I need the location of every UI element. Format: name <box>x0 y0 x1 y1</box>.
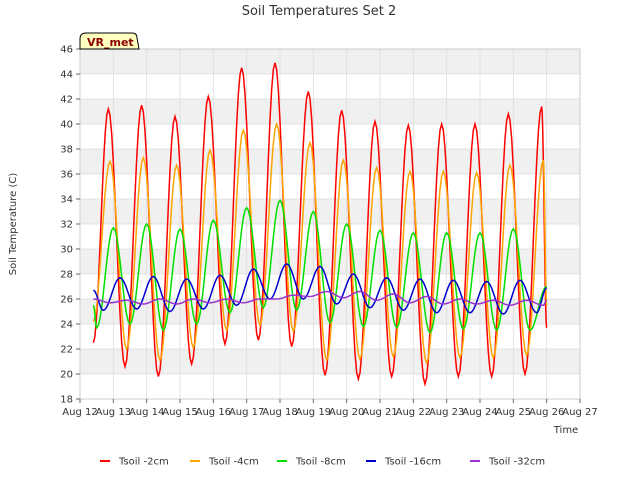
y-tick-label: 22 <box>60 345 73 356</box>
y-tick-label: 40 <box>60 120 73 131</box>
legend-label: Tsoil -32cm <box>488 457 545 468</box>
series-line-tsoilm16cm <box>92 263 548 315</box>
series-line-tsoilm8cm <box>92 198 548 335</box>
series-line-tsoilm2cm <box>92 62 548 387</box>
legend-label: Tsoil -2cm <box>118 457 169 468</box>
y-tick-label: 42 <box>60 95 73 106</box>
y-tick-label: 28 <box>60 270 73 281</box>
vr-met-badge-label: VR_met <box>87 36 134 49</box>
legend-label: Tsoil -16cm <box>384 457 441 468</box>
y-tick-label: 18 <box>60 395 73 406</box>
plot-band <box>80 49 580 74</box>
x-tick-label: Aug 20 <box>329 407 364 418</box>
x-tick-label: Aug 27 <box>562 407 597 418</box>
plot-band <box>80 74 580 99</box>
x-tick-label: Aug 26 <box>529 407 564 418</box>
plot-band <box>80 99 580 124</box>
legend: Tsoil -2cm Tsoil -4cm Tsoil -8cm Tsoil -16c… <box>100 457 545 468</box>
plot-band <box>80 274 580 299</box>
vr-met-badge-box <box>79 32 140 50</box>
y-tick-label: 32 <box>60 220 73 231</box>
plot-band <box>80 349 580 374</box>
plot-band <box>80 249 580 274</box>
x-tick-label: Aug 17 <box>229 407 264 418</box>
y-tick-label: 34 <box>60 195 73 206</box>
x-tick-label: Aug 12 <box>62 407 97 418</box>
series-line-tsoilm4cm <box>92 121 548 365</box>
y-tick-label: 26 <box>60 295 73 306</box>
x-tick-label: Aug 22 <box>396 407 431 418</box>
x-tick-label: Aug 21 <box>362 407 397 418</box>
x-tick-label: Aug 24 <box>462 407 497 418</box>
y-axis-label: Soil Temperature (C) <box>8 173 19 276</box>
x-tick-label: Aug 15 <box>162 407 197 418</box>
series-lines <box>92 62 548 387</box>
x-tick-label: Aug 23 <box>429 407 464 418</box>
plot-band <box>80 374 580 399</box>
plot-band <box>80 199 580 224</box>
y-tick-label: 30 <box>60 245 73 256</box>
x-tick-label: Aug 13 <box>96 407 131 418</box>
x-tick-label: Aug 18 <box>262 407 297 418</box>
y-tick-label: 44 <box>60 70 73 81</box>
plot-band <box>80 124 580 149</box>
y-tick-label: 24 <box>60 320 73 331</box>
plot-band <box>80 174 580 199</box>
plot-band <box>80 224 580 249</box>
y-tick-label: 38 <box>60 145 73 156</box>
x-tick-label: Aug 14 <box>129 407 164 418</box>
y-tick-label: 46 <box>60 45 73 56</box>
x-axis-label: Time <box>553 425 578 436</box>
x-tick-label: Aug 16 <box>196 407 231 418</box>
chart-title: Soil Temperatures Set 2 <box>242 4 397 19</box>
legend-label: Tsoil -4cm <box>208 457 259 468</box>
legend-label: Tsoil -8cm <box>295 457 346 468</box>
y-tick-label: 36 <box>60 170 73 181</box>
y-axis-ticks: 18 20 22 24 26 28 30 32 34 36 38 40 42 44 46 <box>60 45 80 406</box>
plot-band <box>80 149 580 174</box>
x-tick-label: Aug 25 <box>496 407 531 418</box>
series-line-tsoilm32cm <box>93 290 547 307</box>
y-tick-label: 20 <box>60 370 73 381</box>
x-tick-label: Aug 19 <box>296 407 331 418</box>
vr-met-badge: VR_met <box>79 32 140 50</box>
